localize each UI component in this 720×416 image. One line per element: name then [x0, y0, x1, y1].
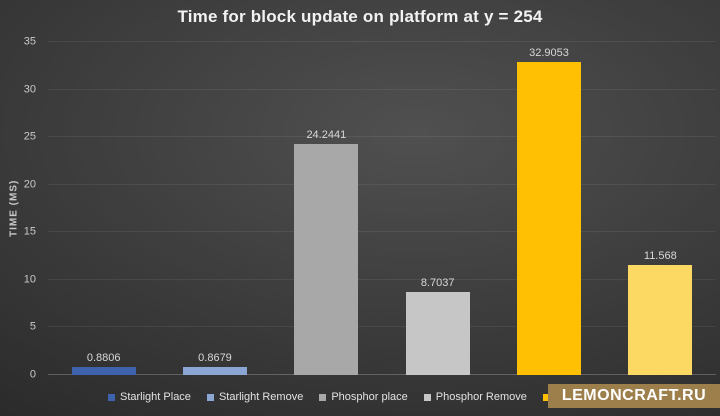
y-tick-label-10: 10 [23, 273, 36, 286]
legend-swatch-icon [108, 394, 115, 401]
bar [294, 144, 359, 375]
bar-value-label: 0.8679 [198, 352, 232, 364]
bar-value-label: 8.7037 [420, 277, 455, 289]
legend-label: Phosphor place [331, 391, 408, 403]
legend-item-2: Phosphor place [319, 391, 408, 403]
bar-cell-3: 8.7037 [382, 42, 493, 375]
bar-cell-4: 32.9053 [493, 42, 604, 375]
legend-label: Starlight Place [120, 391, 191, 403]
chart-title: Time for block update on platform at y =… [177, 7, 543, 26]
bar-cell-5: 11.568 [605, 42, 716, 375]
bar [71, 367, 136, 375]
bar [405, 292, 470, 375]
gridline-y-20 [48, 183, 716, 185]
bar-value-label: 24.2441 [306, 129, 347, 141]
y-tick-label-35: 35 [23, 35, 36, 48]
legend-swatch-icon [423, 394, 431, 401]
legend-label: Phosphor Remove [435, 391, 527, 403]
y-tick-label-30: 30 [23, 83, 36, 96]
watermark-banner: LEMONCRAFT.RU [548, 384, 720, 408]
bar-cell-1: 0.8679 [159, 42, 270, 375]
bar [628, 265, 693, 375]
bar-value-label: 0.8806 [86, 352, 121, 364]
plot-area: 0.8806 0.8679 24.2441 8.7037 32.9053 11.568 [48, 41, 716, 375]
bar-cell-0: 0.8806 [48, 42, 159, 375]
gridline-y-25 [48, 136, 716, 138]
bar-value-label: 32.9053 [529, 47, 569, 59]
gridline-y-10 [48, 278, 716, 280]
gridline-y-0 [48, 374, 716, 375]
y-tick-label-25: 25 [23, 130, 36, 143]
y-tick-label-20: 20 [23, 178, 36, 191]
gridline-y-35 [48, 41, 716, 42]
legend-item-0: Starlight Place [108, 392, 191, 403]
legend-label: Starlight Remove [218, 391, 304, 403]
bar [182, 367, 247, 375]
legend-swatch-icon [542, 394, 550, 401]
y-tick-label-15: 15 [23, 225, 36, 238]
legend-swatch-icon [319, 394, 327, 401]
gridline-y-15 [48, 231, 716, 233]
legend-item-3: Phosphor Remove [423, 391, 527, 403]
y-axis: 0 5 10 15 20 25 30 35 [0, 36, 42, 380]
bar-cell-2: 24.2441 [271, 42, 382, 375]
gridline-y-30 [48, 88, 716, 90]
y-tick-label-5: 5 [29, 320, 36, 333]
legend-swatch-icon [206, 394, 214, 401]
y-tick-label-0: 0 [29, 368, 36, 381]
bar-value-label: 11.568 [643, 250, 677, 262]
legend-item-1: Starlight Remove [206, 391, 304, 403]
gridline-y-5 [48, 326, 716, 328]
bars-row: 0.8806 0.8679 24.2441 8.7037 32.9053 11.568 [48, 42, 716, 375]
bar [516, 62, 581, 375]
